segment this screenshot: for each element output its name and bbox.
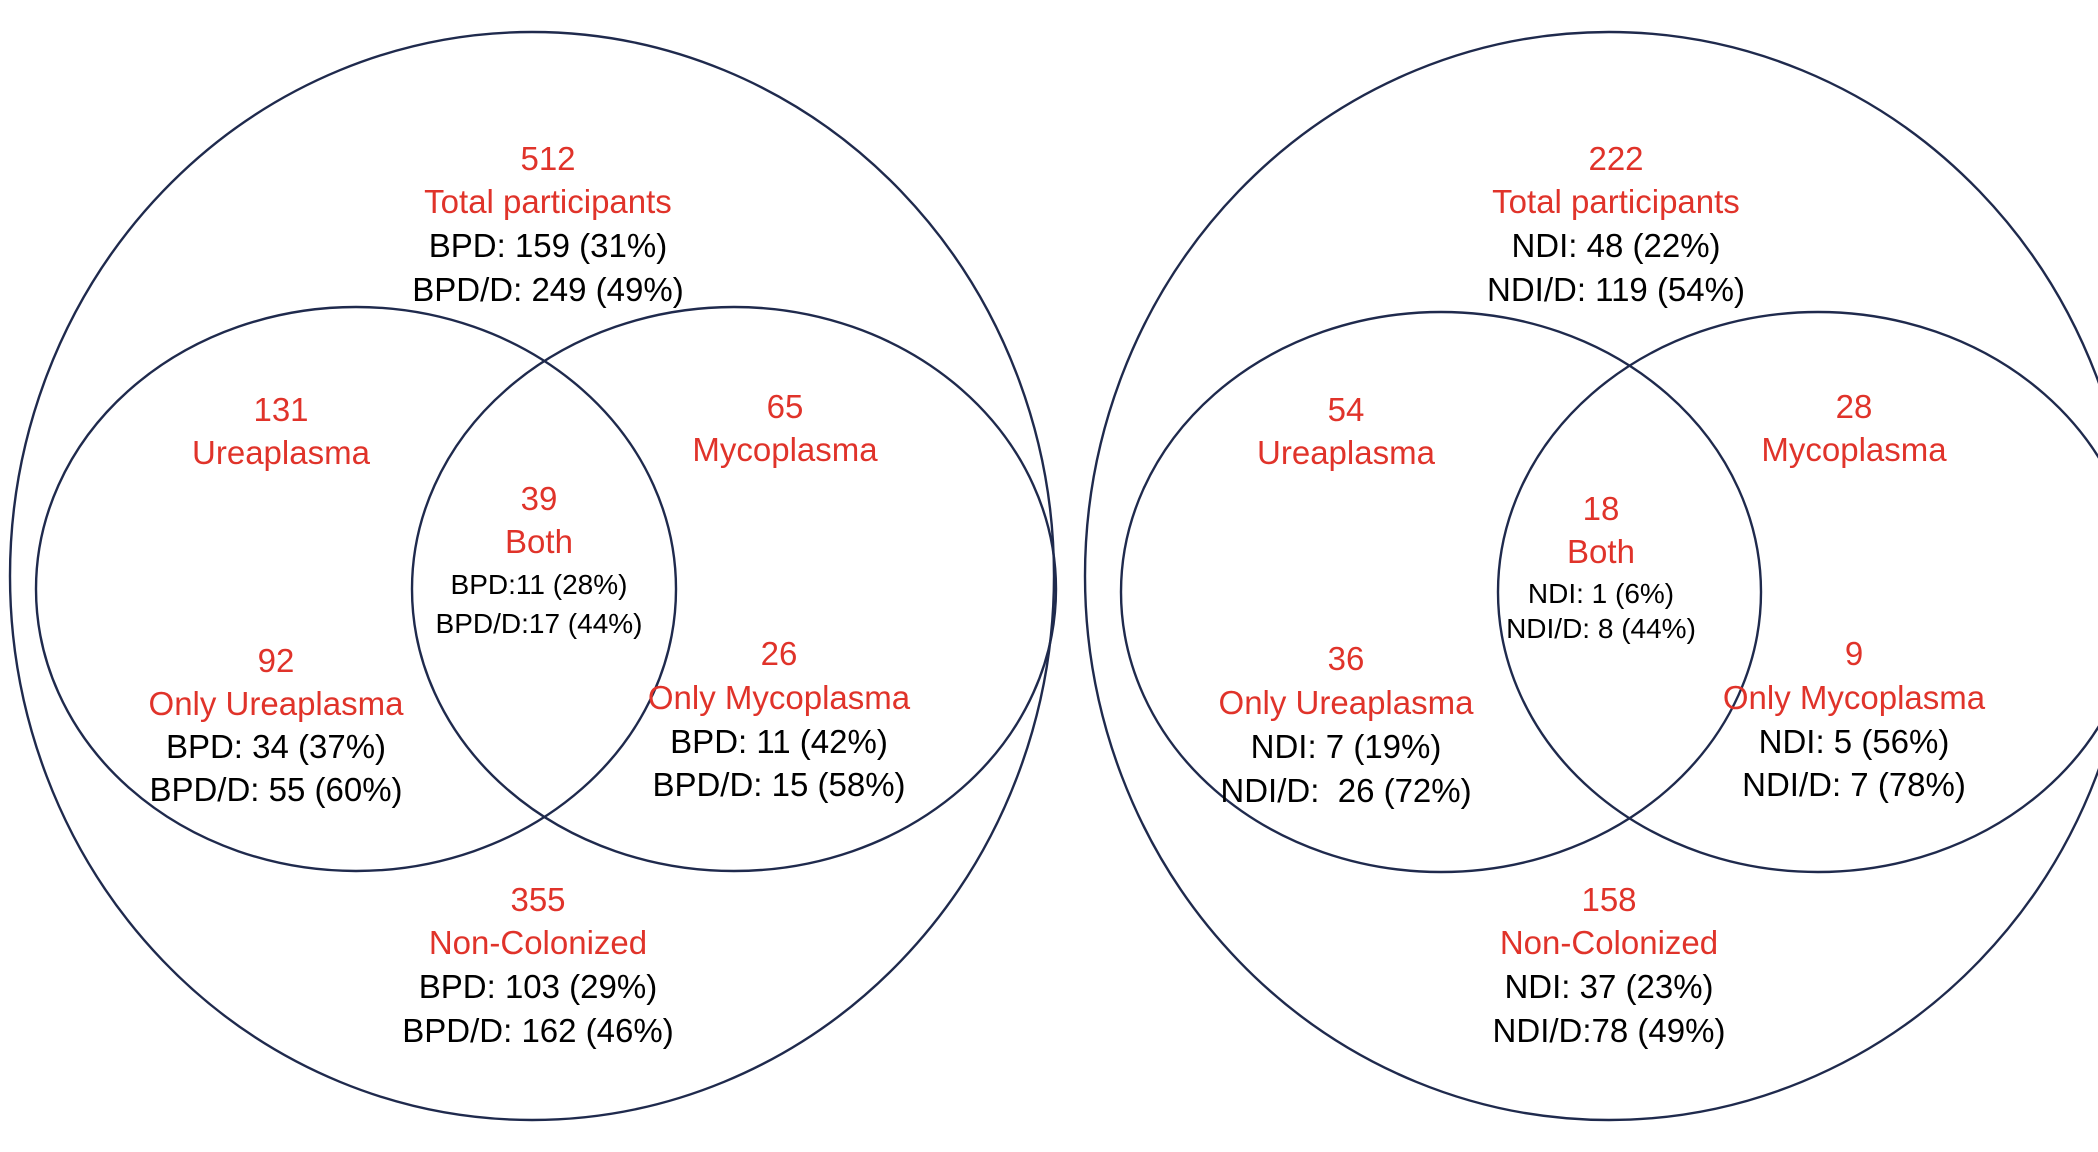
only-mycoplasma-label: Only Mycoplasma [648,679,911,716]
non-colonized-label: Non-Colonized [429,924,647,961]
mycoplasma-label: Mycoplasma [1761,431,1947,468]
only-mycoplasma-count: 9 [1845,635,1863,672]
only-ureaplasma-label: Only Ureaplasma [1219,684,1475,721]
only-mycoplasma-count: 26 [761,635,798,672]
non-colonized-bpd-line: BPD: 103 (29%) [419,968,657,1005]
both-count: 18 [1583,490,1620,527]
both-bpd-line: BPD:11 (28%) [451,569,628,600]
only-ureaplasma-ndi-line: NDI: 7 (19%) [1251,728,1442,765]
non-colonized-ndi-d-line: NDI/D:78 (49%) [1493,1012,1726,1049]
both-count: 39 [521,480,558,517]
ureaplasma-label: Ureaplasma [192,434,371,471]
both-label: Both [505,523,573,560]
only-mycoplasma-bpd-d-line: BPD/D: 15 (58%) [652,766,905,803]
non-colonized-label: Non-Colonized [1500,924,1718,961]
only-ureaplasma-bpd-d-line: BPD/D: 55 (60%) [149,771,402,808]
non-colonized-bpd-d-line: BPD/D: 162 (46%) [402,1012,673,1049]
only-mycoplasma-ndi-line: NDI: 5 (56%) [1759,723,1950,760]
circle-ureaplasma [1119,310,1763,874]
non-colonized-count: 158 [1581,881,1636,918]
ureaplasma-label: Ureaplasma [1257,434,1436,471]
only-ureaplasma-ndi-d-line: NDI/D: 26 (72%) [1220,772,1471,809]
total-bpd-d-line: BPD/D: 249 (49%) [412,271,683,308]
only-ureaplasma-label: Only Ureaplasma [149,685,405,722]
total-count: 512 [520,140,575,177]
mycoplasma-label: Mycoplasma [692,431,878,468]
only-ureaplasma-bpd-line: BPD: 34 (37%) [166,728,386,765]
total-ndi-line: NDI: 48 (22%) [1511,227,1720,264]
both-bpd-d-line: BPD/D:17 (44%) [436,608,643,639]
total-bpd-line: BPD: 159 (31%) [429,227,667,264]
total-ndi-d-line: NDI/D: 119 (54%) [1487,271,1745,308]
circle-mycoplasma [1496,310,2098,874]
only-mycoplasma-ndi-d-line: NDI/D: 7 (78%) [1742,766,1966,803]
only-mycoplasma-label: Only Mycoplasma [1723,679,1986,716]
ureaplasma-count: 54 [1328,391,1365,428]
only-ureaplasma-count: 92 [258,642,295,679]
venn-diagram-bpd: 512 Total participants BPD: 159 (31%) BP… [8,30,1058,1122]
circle-ureaplasma [34,305,678,873]
only-mycoplasma-bpd-line: BPD: 11 (42%) [670,723,888,760]
outer-circle-total [8,30,1056,1122]
outer-circle-total [1083,30,2098,1122]
non-colonized-ndi-line: NDI: 37 (23%) [1504,968,1713,1005]
ureaplasma-count: 131 [253,391,308,428]
both-label: Both [1567,533,1635,570]
total-label: Total participants [424,183,672,220]
both-ndi-line: NDI: 1 (6%) [1528,578,1674,609]
non-colonized-count: 355 [510,881,565,918]
total-count: 222 [1588,140,1643,177]
mycoplasma-count: 28 [1836,388,1873,425]
mycoplasma-count: 65 [767,388,804,425]
venn-diagram-ndi: 222 Total participants NDI: 48 (22%) NDI… [1083,30,2098,1122]
total-label: Total participants [1492,183,1740,220]
both-ndi-d-line: NDI/D: 8 (44%) [1506,613,1696,644]
circle-mycoplasma [410,305,1058,873]
only-ureaplasma-count: 36 [1328,640,1365,677]
